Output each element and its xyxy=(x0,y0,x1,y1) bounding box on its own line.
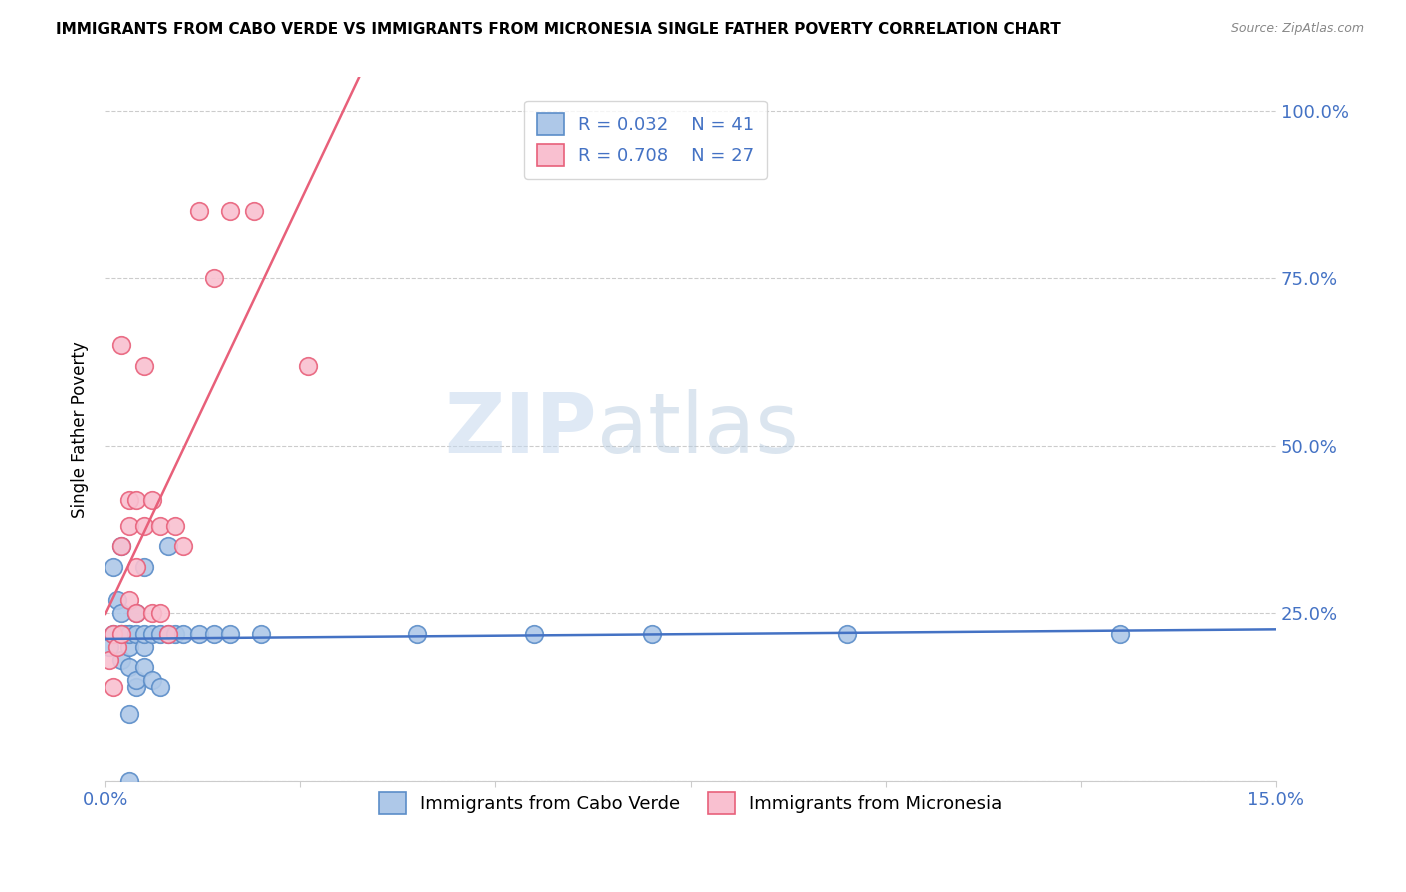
Point xyxy=(141,673,163,688)
Point xyxy=(835,626,858,640)
Point xyxy=(297,359,319,373)
Legend: Immigrants from Cabo Verde, Immigrants from Micronesia: Immigrants from Cabo Verde, Immigrants f… xyxy=(368,781,1014,825)
Point xyxy=(110,540,132,554)
Point xyxy=(204,626,226,640)
Point xyxy=(219,626,242,640)
Point xyxy=(125,626,148,640)
Point xyxy=(101,559,124,574)
Point xyxy=(165,519,187,533)
Point xyxy=(1108,626,1130,640)
Point xyxy=(110,653,132,667)
Point xyxy=(125,607,148,621)
Point xyxy=(149,519,172,533)
Point xyxy=(117,519,139,533)
Point xyxy=(134,640,156,654)
Point xyxy=(149,607,172,621)
Point xyxy=(125,559,148,574)
Point xyxy=(110,540,132,554)
Point xyxy=(134,519,156,533)
Point xyxy=(110,607,132,621)
Point xyxy=(101,626,124,640)
Point xyxy=(125,607,148,621)
Point xyxy=(134,660,156,674)
Point xyxy=(101,626,124,640)
Point xyxy=(105,640,128,654)
Point xyxy=(117,706,139,721)
Y-axis label: Single Father Poverty: Single Father Poverty xyxy=(72,341,89,517)
Point xyxy=(172,540,194,554)
Text: Source: ZipAtlas.com: Source: ZipAtlas.com xyxy=(1230,22,1364,36)
Point xyxy=(117,626,139,640)
Point xyxy=(134,559,156,574)
Point xyxy=(242,204,264,219)
Point xyxy=(250,626,273,640)
Point xyxy=(98,640,121,654)
Point xyxy=(204,271,226,285)
Point xyxy=(406,626,429,640)
Point xyxy=(172,626,194,640)
Point xyxy=(156,626,179,640)
Text: atlas: atlas xyxy=(598,389,799,470)
Point xyxy=(523,626,546,640)
Point xyxy=(117,660,139,674)
Point xyxy=(114,626,136,640)
Point xyxy=(187,626,209,640)
Point xyxy=(125,492,148,507)
Point xyxy=(640,626,662,640)
Point xyxy=(187,204,209,219)
Point xyxy=(117,640,139,654)
Point xyxy=(156,540,179,554)
Point xyxy=(117,492,139,507)
Point xyxy=(125,680,148,694)
Point xyxy=(141,626,163,640)
Point xyxy=(117,626,139,640)
Text: ZIP: ZIP xyxy=(444,389,598,470)
Point xyxy=(110,626,132,640)
Point xyxy=(110,626,132,640)
Point xyxy=(134,359,156,373)
Point xyxy=(149,626,172,640)
Point xyxy=(98,653,121,667)
Point xyxy=(110,626,132,640)
Point xyxy=(117,593,139,607)
Point xyxy=(141,607,163,621)
Point xyxy=(134,626,156,640)
Point xyxy=(125,673,148,688)
Point xyxy=(219,204,242,219)
Point xyxy=(156,626,179,640)
Point xyxy=(149,680,172,694)
Point xyxy=(110,338,132,352)
Point xyxy=(165,626,187,640)
Text: IMMIGRANTS FROM CABO VERDE VS IMMIGRANTS FROM MICRONESIA SINGLE FATHER POVERTY C: IMMIGRANTS FROM CABO VERDE VS IMMIGRANTS… xyxy=(56,22,1062,37)
Point xyxy=(101,680,124,694)
Point xyxy=(105,593,128,607)
Point xyxy=(141,492,163,507)
Point xyxy=(117,774,139,789)
